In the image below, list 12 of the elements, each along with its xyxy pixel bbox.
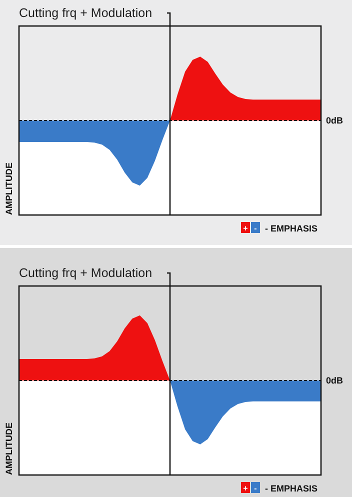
- text: -: [254, 224, 258, 233]
- ref-line-label: 0dB: [326, 376, 344, 386]
- legend-title: - EMPHASIS: [265, 484, 318, 494]
- y-axis-title: AMPLITUDE: [4, 162, 14, 215]
- text: +: [243, 224, 248, 233]
- text: -: [254, 484, 258, 493]
- chart-title: Cutting frq + Modulation: [19, 266, 152, 280]
- legend-title: - EMPHASIS: [265, 224, 318, 234]
- y-axis-title: AMPLITUDE: [4, 422, 14, 475]
- chart-title: Cutting frq + Modulation: [19, 6, 152, 20]
- ref-line-label: 0dB: [326, 116, 344, 126]
- text: +: [243, 484, 248, 493]
